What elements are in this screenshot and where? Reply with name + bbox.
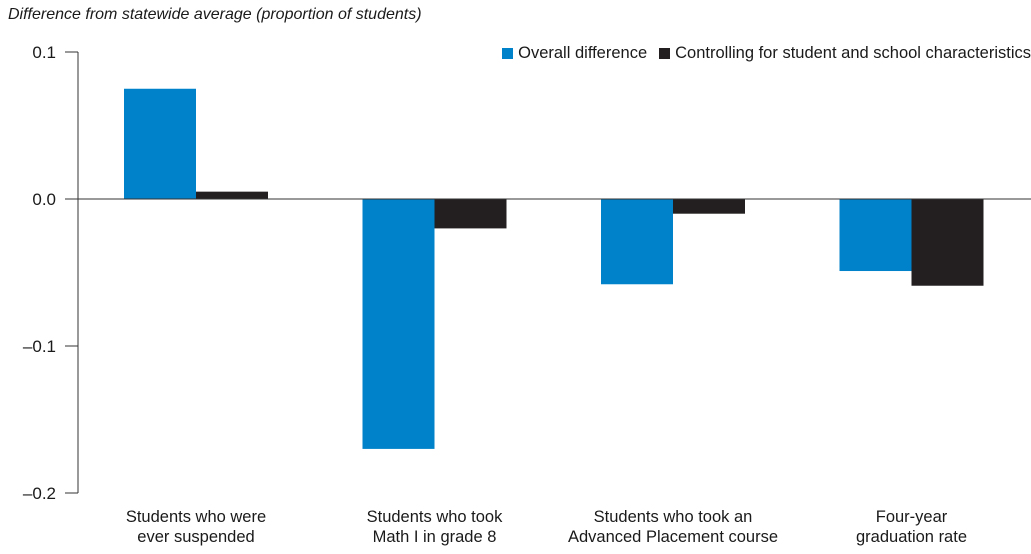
category-label: Students who took an <box>594 508 753 526</box>
bar <box>839 199 912 272</box>
category-label: Students who were <box>126 508 266 526</box>
y-tick-label: –0.1 <box>23 337 56 356</box>
bar <box>601 199 673 285</box>
y-tick-label: –0.2 <box>23 484 56 503</box>
legend-label-overall: Overall difference <box>518 44 648 62</box>
bar <box>124 88 196 199</box>
bar <box>434 199 507 229</box>
category-label: Math I in grade 8 <box>373 528 497 546</box>
category-label: Advanced Placement course <box>568 528 778 546</box>
legend: Overall difference Controlling for stude… <box>490 44 1031 63</box>
category-label: graduation rate <box>856 528 967 546</box>
legend-item-overall: Overall difference <box>502 44 647 63</box>
category-label: Students who took <box>367 508 504 526</box>
bar <box>196 191 268 199</box>
y-tick-label: 0.1 <box>32 43 56 62</box>
category-label: Four-year <box>876 508 948 526</box>
bar <box>362 199 435 449</box>
legend-swatch-controlled <box>659 48 671 59</box>
bar <box>911 199 984 286</box>
y-axis-title: Difference from statewide average (propo… <box>8 6 422 23</box>
legend-label-controlled: Controlling for student and school chara… <box>675 44 1031 62</box>
bar <box>673 199 745 214</box>
legend-swatch-overall <box>502 48 514 59</box>
category-label: ever suspended <box>137 528 254 546</box>
y-tick-label: 0.0 <box>32 190 56 209</box>
legend-item-controlled: Controlling for student and school chara… <box>659 44 1031 63</box>
